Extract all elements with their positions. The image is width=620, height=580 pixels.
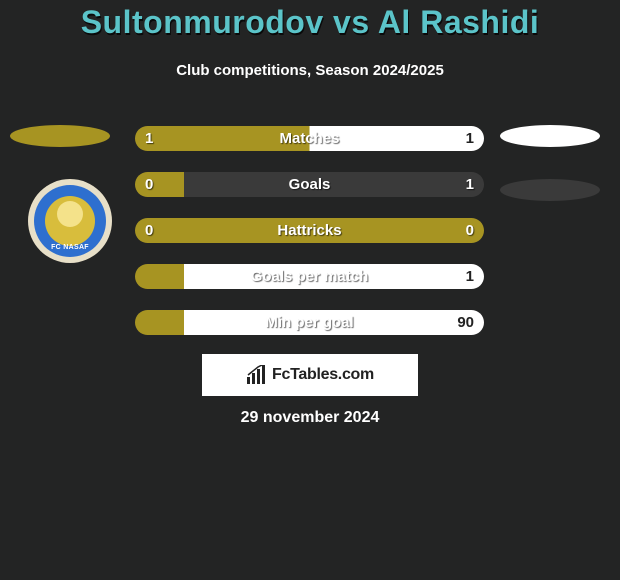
stat-right-value: 1 xyxy=(466,130,474,147)
stat-right-value: 90 xyxy=(457,314,474,331)
stat-metric-label: Matches xyxy=(135,130,484,147)
date-label: 29 november 2024 xyxy=(0,409,620,427)
stat-row-min-per-goal: Min per goal 90 xyxy=(135,310,484,335)
watermark[interactable]: FcTables.com xyxy=(202,354,418,396)
player-left-ellipse xyxy=(10,125,110,147)
player-right-ellipse-2 xyxy=(500,179,600,201)
stat-row-matches: 1 Matches 1 xyxy=(135,126,484,151)
stat-right-value: 0 xyxy=(466,222,474,239)
subtitle: Club competitions, Season 2024/2025 xyxy=(0,62,620,79)
stat-metric-label: Goals xyxy=(135,176,484,193)
widget-container: Sultonmurodov vs Al Rashidi Club competi… xyxy=(0,0,620,580)
club-badge: FC NASAF xyxy=(28,179,112,263)
stat-metric-label: Min per goal xyxy=(135,314,484,331)
stat-metric-label: Hattricks xyxy=(135,222,484,239)
stat-metric-label: Goals per match xyxy=(135,268,484,285)
chart-icon xyxy=(246,365,268,385)
badge-sun xyxy=(57,201,83,227)
stat-row-goals: 0 Goals 1 xyxy=(135,172,484,197)
watermark-text: FcTables.com xyxy=(272,366,374,384)
stat-row-hattricks: 0 Hattricks 0 xyxy=(135,218,484,243)
stat-row-goals-per-match: Goals per match 1 xyxy=(135,264,484,289)
page-title: Sultonmurodov vs Al Rashidi xyxy=(0,4,620,41)
stat-right-value: 1 xyxy=(466,268,474,285)
player-right-ellipse-1 xyxy=(500,125,600,147)
stat-right-value: 1 xyxy=(466,176,474,193)
badge-text: FC NASAF xyxy=(28,244,112,251)
